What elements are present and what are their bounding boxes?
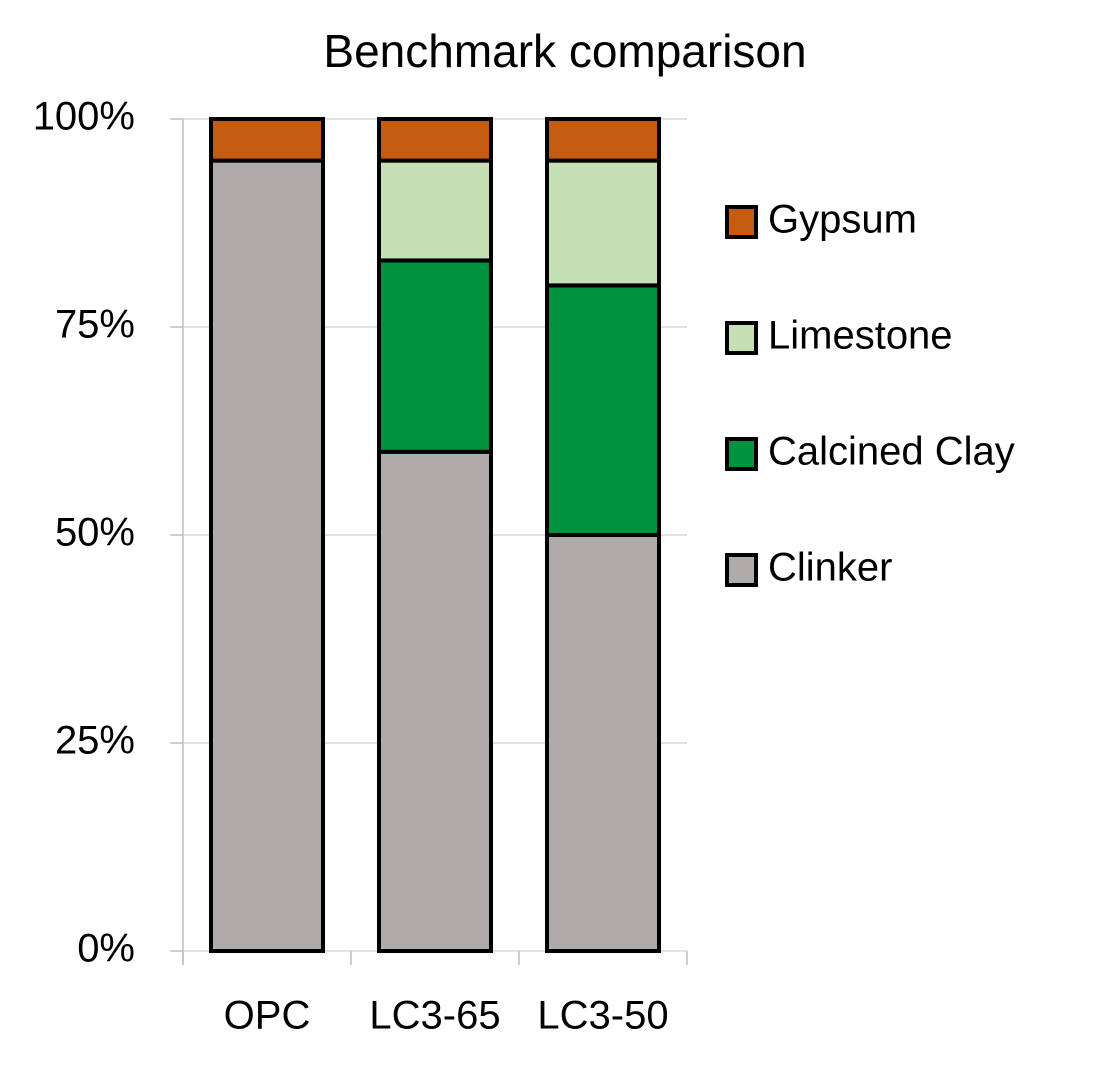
- legend-swatch: [725, 321, 758, 355]
- y-tick-label: 25%: [55, 719, 135, 763]
- legend-label: Clinker: [768, 546, 892, 590]
- y-tick-label: 0%: [77, 927, 135, 971]
- bar-segment: [209, 158, 325, 954]
- legend-swatch: [725, 205, 758, 239]
- y-tick-label: 75%: [55, 303, 135, 347]
- bar-segment: [209, 117, 325, 163]
- legend-swatch: [725, 553, 758, 587]
- bar-segment: [377, 258, 493, 454]
- y-tick-label: 100%: [33, 95, 135, 139]
- y-tick-label: 50%: [55, 511, 135, 555]
- bar-segment: [545, 117, 661, 163]
- x-tick-label: OPC: [224, 994, 311, 1038]
- chart-title: Benchmark comparison: [323, 25, 806, 77]
- legend-swatch: [725, 437, 758, 471]
- bar-segment: [377, 449, 493, 953]
- legend-label: Calcined Clay: [768, 430, 1015, 474]
- x-tick-label: LC3-65: [369, 994, 500, 1038]
- bar-segment: [545, 283, 661, 537]
- legend-label: Gypsum: [768, 198, 917, 242]
- legend-label: Limestone: [768, 314, 953, 358]
- bar-segment: [377, 158, 493, 263]
- bar-segment: [545, 533, 661, 953]
- x-tick-label: LC3-50: [537, 994, 668, 1038]
- bar-segment: [377, 117, 493, 163]
- bar-segment: [545, 158, 661, 288]
